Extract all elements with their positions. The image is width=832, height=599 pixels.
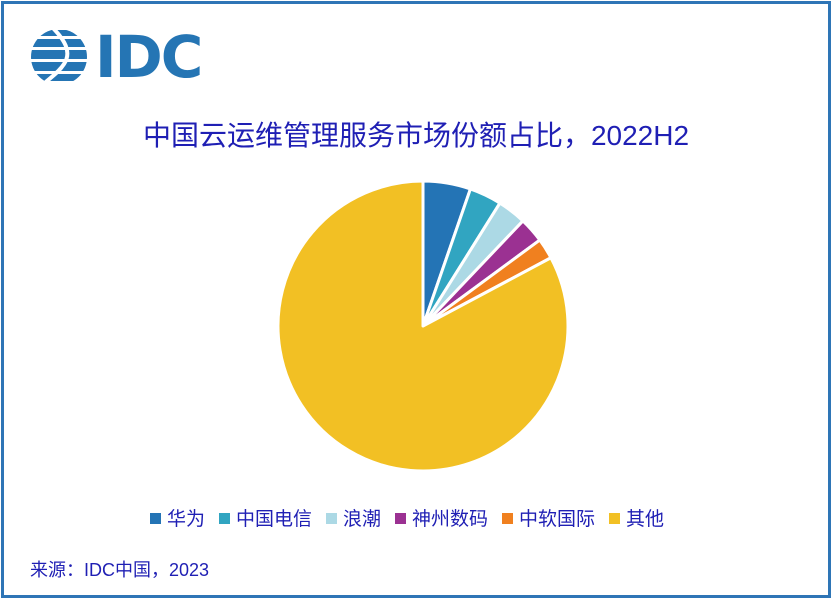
idc-globe-icon bbox=[31, 29, 87, 85]
chart-title: 中国云运维管理服务市场份额占比，2022H2 bbox=[142, 120, 690, 151]
legend-item-2: 中国电信 bbox=[218, 504, 312, 531]
legend-item-5: 中软国际 bbox=[502, 504, 595, 531]
legend-label: 其他 bbox=[626, 509, 665, 530]
legend-swatch bbox=[609, 513, 621, 524]
legend-swatch bbox=[395, 513, 406, 524]
pie-chart bbox=[273, 176, 573, 476]
legend-label: 华为 bbox=[166, 509, 205, 530]
legend-swatch bbox=[149, 513, 161, 524]
pie-slice-6 bbox=[276, 179, 570, 473]
legend-item-6: 其他 bbox=[609, 504, 664, 531]
legend-label: 中软国际 bbox=[519, 509, 596, 530]
legend-swatch bbox=[502, 513, 514, 524]
legend-swatch bbox=[218, 513, 230, 524]
idc-logo: IDC bbox=[30, 23, 203, 91]
legend-swatch bbox=[325, 513, 337, 524]
pie-svg bbox=[276, 179, 570, 473]
idc-logo-text: IDC bbox=[95, 23, 203, 91]
chart-legend: 华为 中国电信 浪潮 神州数码 中软国际 其他 bbox=[0, 504, 832, 531]
legend-item-1: 华为 bbox=[149, 504, 205, 531]
legend-item-3: 浪潮 bbox=[325, 504, 381, 531]
legend-item-4: 神州数码 bbox=[395, 504, 488, 531]
legend-label: 中国电信 bbox=[235, 509, 312, 530]
source-note: 来源：IDC中国，2023 bbox=[30, 560, 210, 580]
legend-label: 浪潮 bbox=[342, 509, 381, 530]
legend-label: 神州数码 bbox=[412, 509, 489, 530]
